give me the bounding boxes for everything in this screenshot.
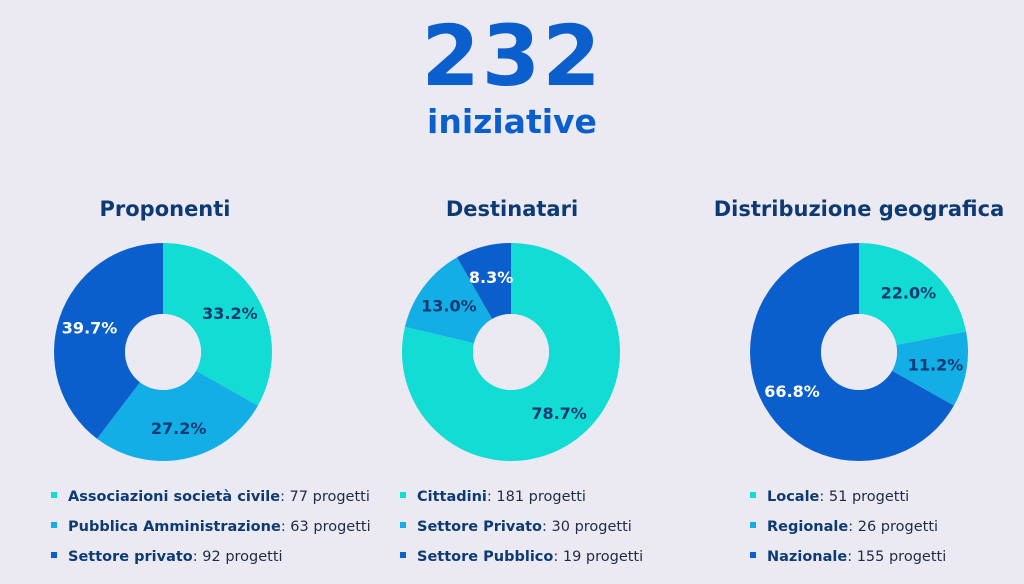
legend-count: : 63 progetti (280, 519, 371, 535)
donut-chart-proponenti: 33.2% 27.2% 39.7% (54, 243, 272, 461)
legend-item: Associazioni società civile: 77 progetti (51, 487, 371, 517)
legend-bullet (400, 492, 406, 498)
legend-label: Settore Pubblico (417, 549, 554, 565)
chart-title-destinatari: Destinatari (445, 197, 579, 221)
chart-title-distribuzione-geografica: Distribuzione geografica (713, 197, 1005, 221)
total-initiatives-count: 232 (421, 7, 603, 105)
donut-slice-2 (54, 243, 163, 439)
legend-bullet (400, 522, 406, 528)
panel-destinatari: Destinatari 78.7% 13.0% 8.3% Cittadini: 18… (347, 190, 677, 584)
legend-count: : 181 progetti (486, 489, 586, 505)
legend-item: Regionale: 26 progetti (750, 517, 946, 547)
legend-item: Settore Pubblico: 19 progetti (400, 547, 643, 577)
legend-item: Nazionale: 155 progetti (750, 547, 946, 577)
legend-item: Pubblica Amministrazione: 63 progetti (51, 517, 371, 547)
legend-item: Settore Privato: 30 progetti (400, 517, 643, 547)
legend-label: Pubblica Amministrazione (68, 519, 281, 535)
legend-count: : 155 progetti (847, 549, 947, 565)
legend-bullet (750, 522, 756, 528)
slice-percent-label-2: 66.8% (764, 382, 820, 401)
legend-label: Locale (767, 489, 820, 505)
donut-hole (473, 314, 549, 390)
slice-percent-label-0: 78.7% (531, 404, 587, 423)
slice-percent-label-1: 27.2% (151, 419, 207, 438)
legend-distribuzione-geografica: Locale: 51 progetti Regionale: 26 proget… (750, 487, 946, 577)
legend-label: Regionale (767, 519, 849, 535)
legend-count: : 26 progetti (848, 519, 939, 535)
legend-label: Cittadini (417, 489, 487, 505)
legend-count: : 19 progetti (553, 549, 644, 565)
donut-slice-2 (750, 243, 954, 461)
legend-label: Associazioni società civile (68, 489, 281, 505)
donut-chart-destinatari: 78.7% 13.0% 8.3% (402, 243, 620, 461)
chart-title-proponenti: Proponenti (99, 197, 231, 221)
legend-proponenti: Associazioni società civile: 77 progetti… (51, 487, 371, 577)
slice-percent-label-0: 33.2% (202, 304, 258, 323)
donut-slice-1 (404, 257, 493, 344)
panel-proponenti: Proponenti 33.2% 27.2% 39.7% Associazioni … (0, 190, 371, 584)
legend-count: : 30 progetti (542, 519, 632, 535)
legend-item: Settore privato: 92 progetti (51, 547, 371, 577)
slice-percent-label-2: 39.7% (62, 318, 118, 337)
donut-slice-1 (97, 370, 258, 461)
legend-bullet (750, 552, 756, 558)
donut-hole (125, 314, 201, 390)
donut-slice-0 (859, 243, 967, 345)
legend-label: Settore privato (68, 549, 193, 565)
donut-hole (821, 314, 897, 390)
slice-percent-label-0: 22.0% (881, 283, 937, 302)
donut-slice-2 (456, 243, 511, 320)
legend-bullet (750, 492, 756, 498)
donut-slice-0 (402, 243, 620, 461)
slice-percent-label-2: 8.3% (469, 268, 513, 287)
slice-percent-label-1: 13.0% (421, 297, 477, 316)
donut-slice-0 (163, 243, 272, 406)
slice-percent-label-1: 11.2% (908, 356, 964, 375)
legend-destinatari: Cittadini: 181 progetti Settore Privato:… (400, 487, 643, 577)
legend-item: Cittadini: 181 progetti (400, 487, 643, 517)
panel-distribuzione-geografica: Distribuzione geografica 22.0% 11.2% 66.8%… (694, 190, 1024, 584)
donut-chart-distribuzione-geografica: 22.0% 11.2% 66.8% (750, 243, 968, 461)
legend-count: : 51 progetti (819, 489, 910, 505)
legend-count: : 92 progetti (192, 549, 283, 565)
legend-bullet (400, 552, 406, 558)
donut-slice-1 (892, 331, 968, 406)
legend-item: Locale: 51 progetti (750, 487, 946, 517)
legend-bullet (51, 522, 57, 528)
legend-count: : 77 progetti (280, 489, 370, 505)
legend-bullet (51, 492, 57, 498)
total-initiatives-label: iniziative (427, 102, 597, 141)
legend-label: Nazionale (767, 549, 848, 565)
legend-label: Settore Privato (417, 519, 543, 535)
legend-bullet (51, 552, 57, 558)
